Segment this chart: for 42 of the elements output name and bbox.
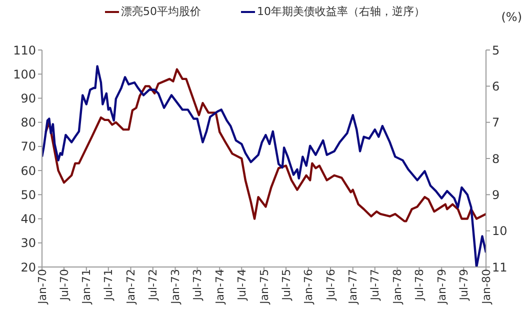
x-tick-label: Jan-71: [80, 269, 94, 305]
y2-tick-label: 5: [492, 43, 500, 58]
x-tick-label: Jan-77: [346, 269, 360, 305]
y-tick-label: 110: [13, 43, 36, 58]
x-tick-label: Jul-71: [102, 269, 116, 302]
y2-tick-label: 7: [492, 116, 500, 130]
x-tick-label: Jul-78: [413, 269, 426, 302]
y-tick-label: 90: [20, 91, 36, 106]
y-tick-label: 100: [13, 67, 36, 82]
x-tick-label: Jan-79: [435, 269, 448, 305]
y2-tick-label: 8: [492, 152, 500, 166]
y-tick-label: 30: [20, 236, 36, 250]
x-tick-label: Jan-72: [124, 269, 138, 305]
x-tick-label: Jul-76: [324, 269, 338, 302]
y2-tick-label: 10: [492, 224, 508, 238]
x-tick-label: Jul-70: [58, 269, 71, 302]
y-tick-label: 60: [20, 164, 36, 178]
y2-tick-label: 11: [492, 260, 508, 274]
legend-label: 漂亮50平均股价: [120, 4, 201, 19]
y-tick-label: 40: [20, 212, 36, 226]
x-tick-label: Jan-73: [169, 269, 182, 305]
x-tick-label: Jul-77: [368, 269, 382, 302]
x-tick-label: Jan-75: [258, 269, 271, 305]
x-tick-label: Jan-80: [480, 269, 493, 305]
y-tick-label: 20: [20, 260, 36, 274]
x-tick-label: Jul-75: [280, 269, 293, 302]
y-tick-label: 80: [20, 116, 36, 130]
y2-tick-label: 6: [492, 79, 500, 94]
x-tick-label: Jan-78: [391, 269, 404, 305]
x-tick-label: Jul-73: [191, 269, 204, 302]
y2-tick-label: 9: [492, 188, 500, 202]
x-tick-label: Jul-74: [235, 269, 248, 302]
y-tick-label: 50: [20, 188, 36, 202]
x-tick-label: Jul-79: [457, 269, 470, 302]
line-series: [44, 68, 486, 222]
y-tick-label: 70: [20, 140, 36, 154]
x-tick-label: Jan-76: [302, 269, 316, 305]
x-tick-label: Jan-74: [213, 269, 226, 305]
y2-axis-title: (%): [501, 10, 522, 24]
x-tick-label: Jan-70: [36, 269, 49, 305]
x-tick-label: Jul-72: [146, 269, 160, 302]
legend-label: 10年期美债收益率（右轴，逆序）: [256, 4, 425, 19]
